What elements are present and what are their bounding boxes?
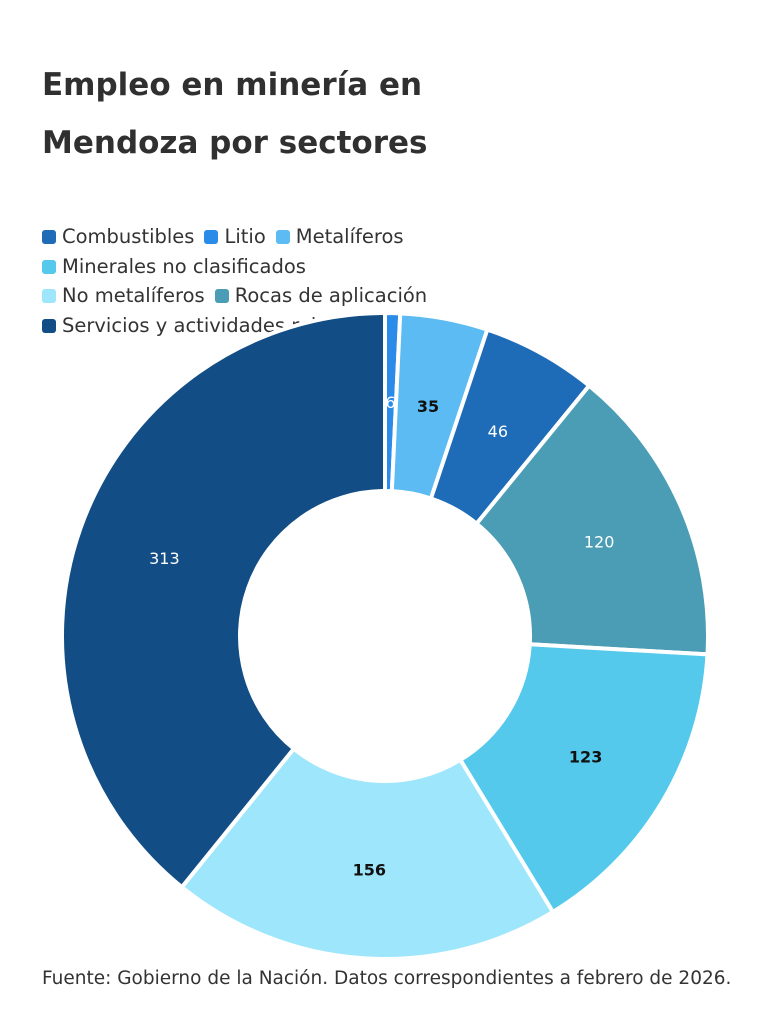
chart-title: Empleo en minería en Mendoza por sectore… <box>42 67 428 161</box>
legend-swatch <box>42 259 56 274</box>
data-label-combustibles: 46 <box>488 422 508 441</box>
source-note: Fuente: Gobierno de la Nación. Datos cor… <box>42 968 732 989</box>
data-label-metaliferos: 35 <box>417 397 439 416</box>
legend-item-metaliferos: Metalíferos <box>275 222 404 252</box>
legend-item-no-metaliferos: No metalíferos <box>42 281 205 311</box>
slice-minerales-no-clasificados <box>458 642 710 914</box>
data-label-litio: 6 <box>385 393 395 412</box>
legend-label: Rocas de aplicación <box>234 284 428 307</box>
donut-chart: 6 35 46 120 123 156 313 <box>60 311 710 961</box>
data-label-minerales-no-clasificados: 123 <box>569 747 602 766</box>
legend-swatch <box>42 318 56 333</box>
legend-label: No metalíferos <box>62 284 205 307</box>
slice-no-metaliferos <box>179 746 555 961</box>
slice-rocas-de-aplicacion <box>474 383 710 657</box>
legend-swatch <box>42 289 56 303</box>
legend-label: Metalíferos <box>295 225 404 248</box>
legend-item-minerales-no-clasificados: Minerales no clasificados <box>42 252 306 282</box>
legend-swatch <box>204 230 219 244</box>
legend-label: Minerales no clasificados <box>62 254 306 278</box>
data-label-no-metaliferos: 156 <box>353 860 386 879</box>
legend-label: Combustibles <box>62 225 195 248</box>
legend-item-litio: Litio <box>204 222 266 252</box>
legend-swatch <box>42 230 56 244</box>
data-label-servicios-y-actividades-relacionadas: 313 <box>149 549 180 568</box>
legend-item-combustibles: Combustibles <box>42 222 194 252</box>
data-label-rocas-de-aplicacion: 120 <box>584 533 615 552</box>
legend-swatch <box>214 289 229 303</box>
legend-item-rocas-de-aplicacion: Rocas de aplicación <box>214 281 428 311</box>
legend-label: Litio <box>224 225 266 248</box>
slice-servicios-y-actividades-relacionadas <box>60 311 387 890</box>
legend-swatch <box>275 230 290 244</box>
